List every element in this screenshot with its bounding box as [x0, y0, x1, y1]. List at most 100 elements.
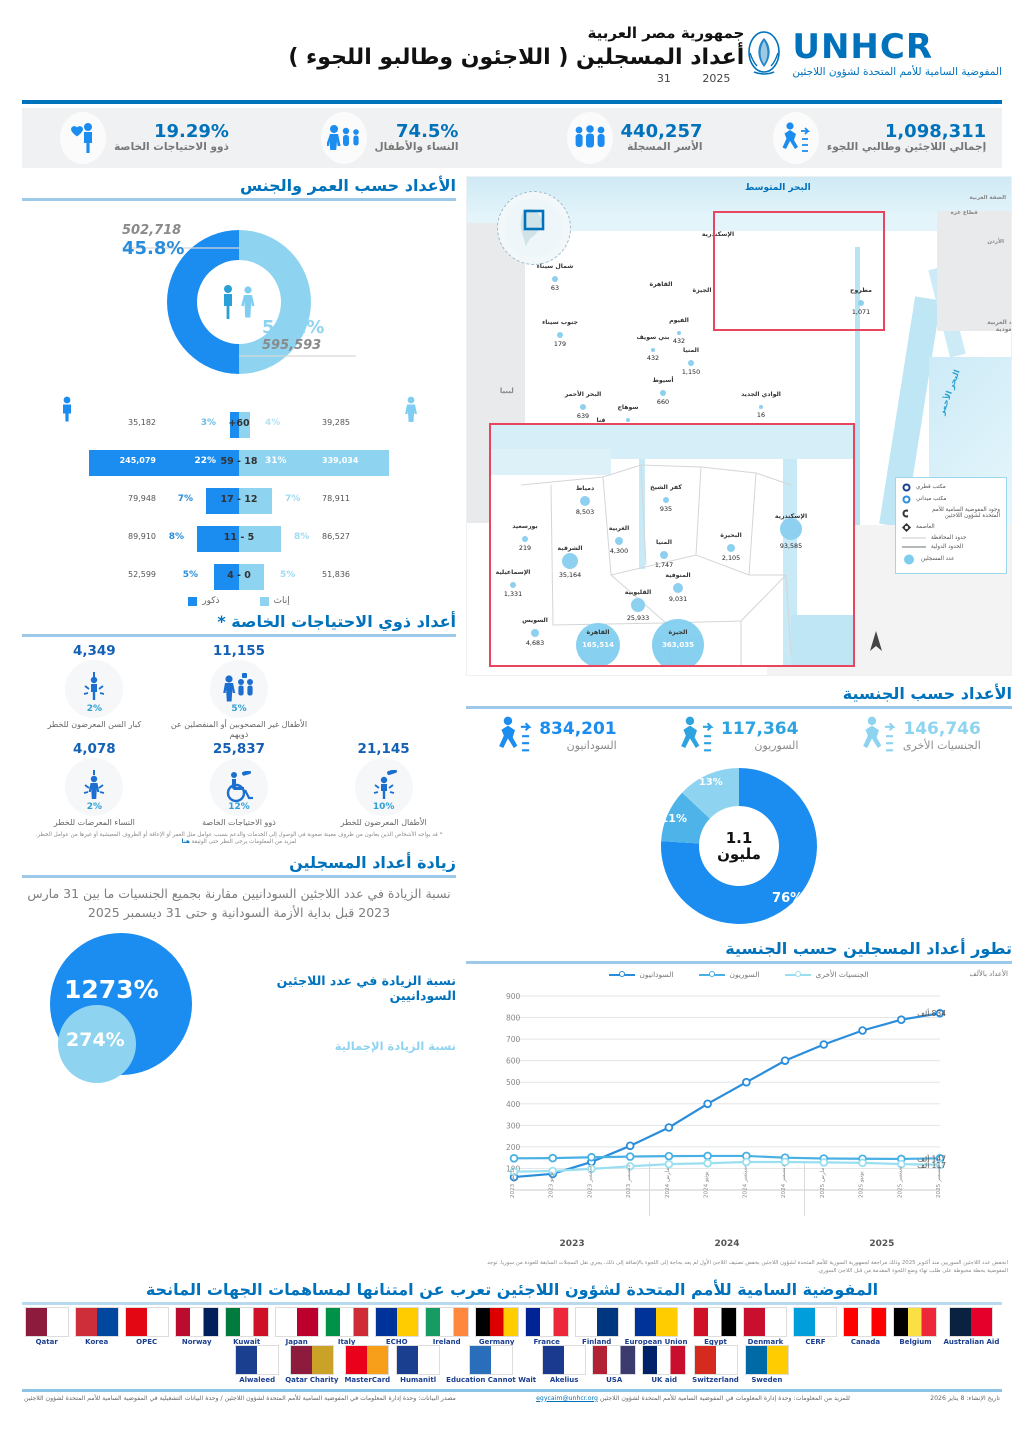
donor-logo: Ireland	[424, 1307, 469, 1346]
donor-logo: ECHO	[374, 1307, 419, 1347]
donor-name: European Union	[624, 1338, 688, 1347]
map-marker[interactable]	[663, 497, 669, 503]
map-governorate-label: سوهاج	[617, 404, 639, 411]
donor-flag-icon	[843, 1307, 888, 1338]
bar-male	[214, 564, 239, 590]
x-tick-label: مارس 2024	[665, 1168, 671, 1198]
map-marker[interactable]	[759, 405, 763, 409]
egypt-map[interactable]: البحر المتوسط البحر الأحمر ليبيا السودان…	[466, 176, 1012, 676]
map-marker[interactable]	[660, 390, 666, 396]
map-marker[interactable]	[660, 551, 668, 559]
donor-name: Japan	[285, 1338, 308, 1347]
map-marker[interactable]	[631, 598, 645, 612]
map-governorate-label: البحر الأحمر	[564, 391, 602, 398]
specific-needs-footnote: * قد يواجه الأشخاص الذين يعانون من ظروف …	[35, 831, 443, 846]
donor-name: Humanitl	[400, 1376, 437, 1385]
trend-point	[587, 1164, 596, 1174]
map-marker[interactable]: 165,514	[576, 623, 620, 665]
refugee-icon	[681, 716, 714, 752]
map-marker[interactable]	[780, 518, 802, 540]
donor-logo: UK aid	[642, 1345, 687, 1384]
need-cell: 4,349 2% كبار السن المعرضون للخطر	[47, 643, 142, 729]
map-marker[interactable]	[677, 331, 681, 335]
map-marker[interactable]	[557, 332, 563, 338]
trend-line	[513, 1160, 941, 1173]
map-marker[interactable]	[522, 536, 528, 542]
donor-logo: Education Cannot Wait	[446, 1345, 537, 1385]
stat-value: 19.29%	[153, 120, 229, 142]
footer-divider	[22, 1388, 1002, 1392]
donor-logo: MasterCard	[344, 1345, 390, 1384]
slice-other	[682, 768, 739, 819]
map-marker[interactable]	[858, 300, 864, 306]
donor-flag-icon	[542, 1345, 587, 1376]
map-governorate-value: 8,503	[575, 508, 595, 516]
map-governorate-label: أسيوط	[652, 377, 674, 384]
donor-flag-icon	[235, 1345, 280, 1376]
map-marker[interactable]	[510, 582, 516, 588]
increase-bubbles: 1273% 274% نسبة الزيادة في عدد اللاجئين …	[22, 927, 456, 1102]
country-label-gaza: قطاع غزة	[950, 210, 978, 216]
map-marker[interactable]	[727, 544, 735, 552]
trend-note: انخفض عدد اللاجئين السوريين منذ أكتوبر 2…	[487, 1260, 1008, 1274]
donor-flag-icon	[74, 1307, 119, 1338]
donor-logo: Canada	[843, 1307, 888, 1347]
donor-flag-icon	[224, 1307, 269, 1338]
page-header: UNHCR المفوضية السامية للأمم المتحدة لشؤ…	[0, 0, 1024, 100]
trend-point	[819, 1158, 829, 1167]
trend-point	[780, 1056, 790, 1065]
trend-point	[548, 1153, 558, 1163]
donor-name: Akelius	[549, 1376, 579, 1385]
date-day: 31	[656, 71, 671, 85]
footnote-link[interactable]: هنا	[181, 839, 190, 846]
delta-inset-map[interactable]: الإسكندرية 93,585 البحيرة 2,105 كفر الشيخ 935…	[489, 423, 855, 667]
map-marker[interactable]	[580, 404, 586, 410]
bar-female	[239, 564, 264, 590]
map-marker[interactable]	[562, 553, 578, 569]
map-marker[interactable]	[651, 348, 655, 352]
wheelchair-icon: 12%	[209, 758, 268, 817]
female-figure-icon	[405, 396, 417, 422]
donor-flag-icon	[524, 1307, 569, 1338]
map-governorate-label: الجيزة	[668, 629, 688, 636]
donor-flag-icon	[743, 1307, 788, 1338]
donor-logo: Humanitl	[396, 1345, 441, 1385]
map-governorate-label: قنا	[596, 417, 606, 424]
map-governorate-value: 9,031	[668, 595, 688, 603]
map-marker[interactable]	[552, 276, 558, 282]
map-marker[interactable]	[688, 360, 694, 366]
page-title: أعداد المسجلين ( اللاجئون وطالبو اللجوء …	[288, 44, 745, 70]
donor-name: Canada	[850, 1338, 881, 1347]
map-marker[interactable]	[673, 583, 683, 593]
map-governorate-value: 1,331	[503, 590, 523, 598]
donor-flag-icon	[949, 1307, 994, 1338]
legend-registered-count: عدد المسجلين	[902, 554, 1000, 565]
donor-name: ECHO	[385, 1338, 408, 1347]
legend-female: إناث	[259, 596, 290, 606]
refugee-icon	[772, 112, 819, 164]
donor-flag-icon	[345, 1345, 390, 1376]
x-tick-label: مارس 2025	[820, 1168, 826, 1198]
donor-name: Education Cannot Wait	[446, 1376, 537, 1385]
header-divider	[22, 100, 1002, 104]
footer-created: تاريخ الإنشاء: 8 يناير 2026	[930, 1394, 1000, 1402]
donors-title: المفوضية السامية للأمم المتحدة لشؤون الل…	[145, 1279, 879, 1299]
sudanese-increase-label: نسبة الزيادة في عدد اللاجئين السودانيين	[276, 972, 456, 1003]
map-marker[interactable]: 363,035	[652, 619, 704, 665]
map-marker[interactable]	[580, 496, 590, 506]
trend-point	[625, 1161, 635, 1171]
donors-divider	[22, 1301, 1002, 1305]
map-marker[interactable]	[531, 629, 539, 637]
trend-point	[742, 1157, 751, 1167]
map-marker[interactable]	[615, 537, 623, 545]
map-governorate-label: شمال سيناء	[536, 263, 574, 270]
nationality-donut-chart: 76% 11% 13% 1.1 مليون	[654, 761, 824, 931]
donut-center-label: 1.1 مليون	[711, 818, 767, 874]
contact-email-link[interactable]: egycaim@unhcr.org	[536, 1394, 598, 1402]
trend-line-chart[interactable]: السودانيون السوريون الجنسيات الأخرى الأع…	[466, 968, 1012, 1258]
map-governorate-label: الجيزة	[692, 287, 712, 294]
sudanese-increase-value: 1273%	[64, 974, 159, 1004]
map-marker[interactable]	[626, 418, 630, 422]
unhcr-logo: UNHCR المفوضية السامية للأمم المتحدة لشؤ…	[744, 30, 1002, 78]
total-increase-label: نسبة الزيادة الإجمالية	[334, 1038, 456, 1053]
